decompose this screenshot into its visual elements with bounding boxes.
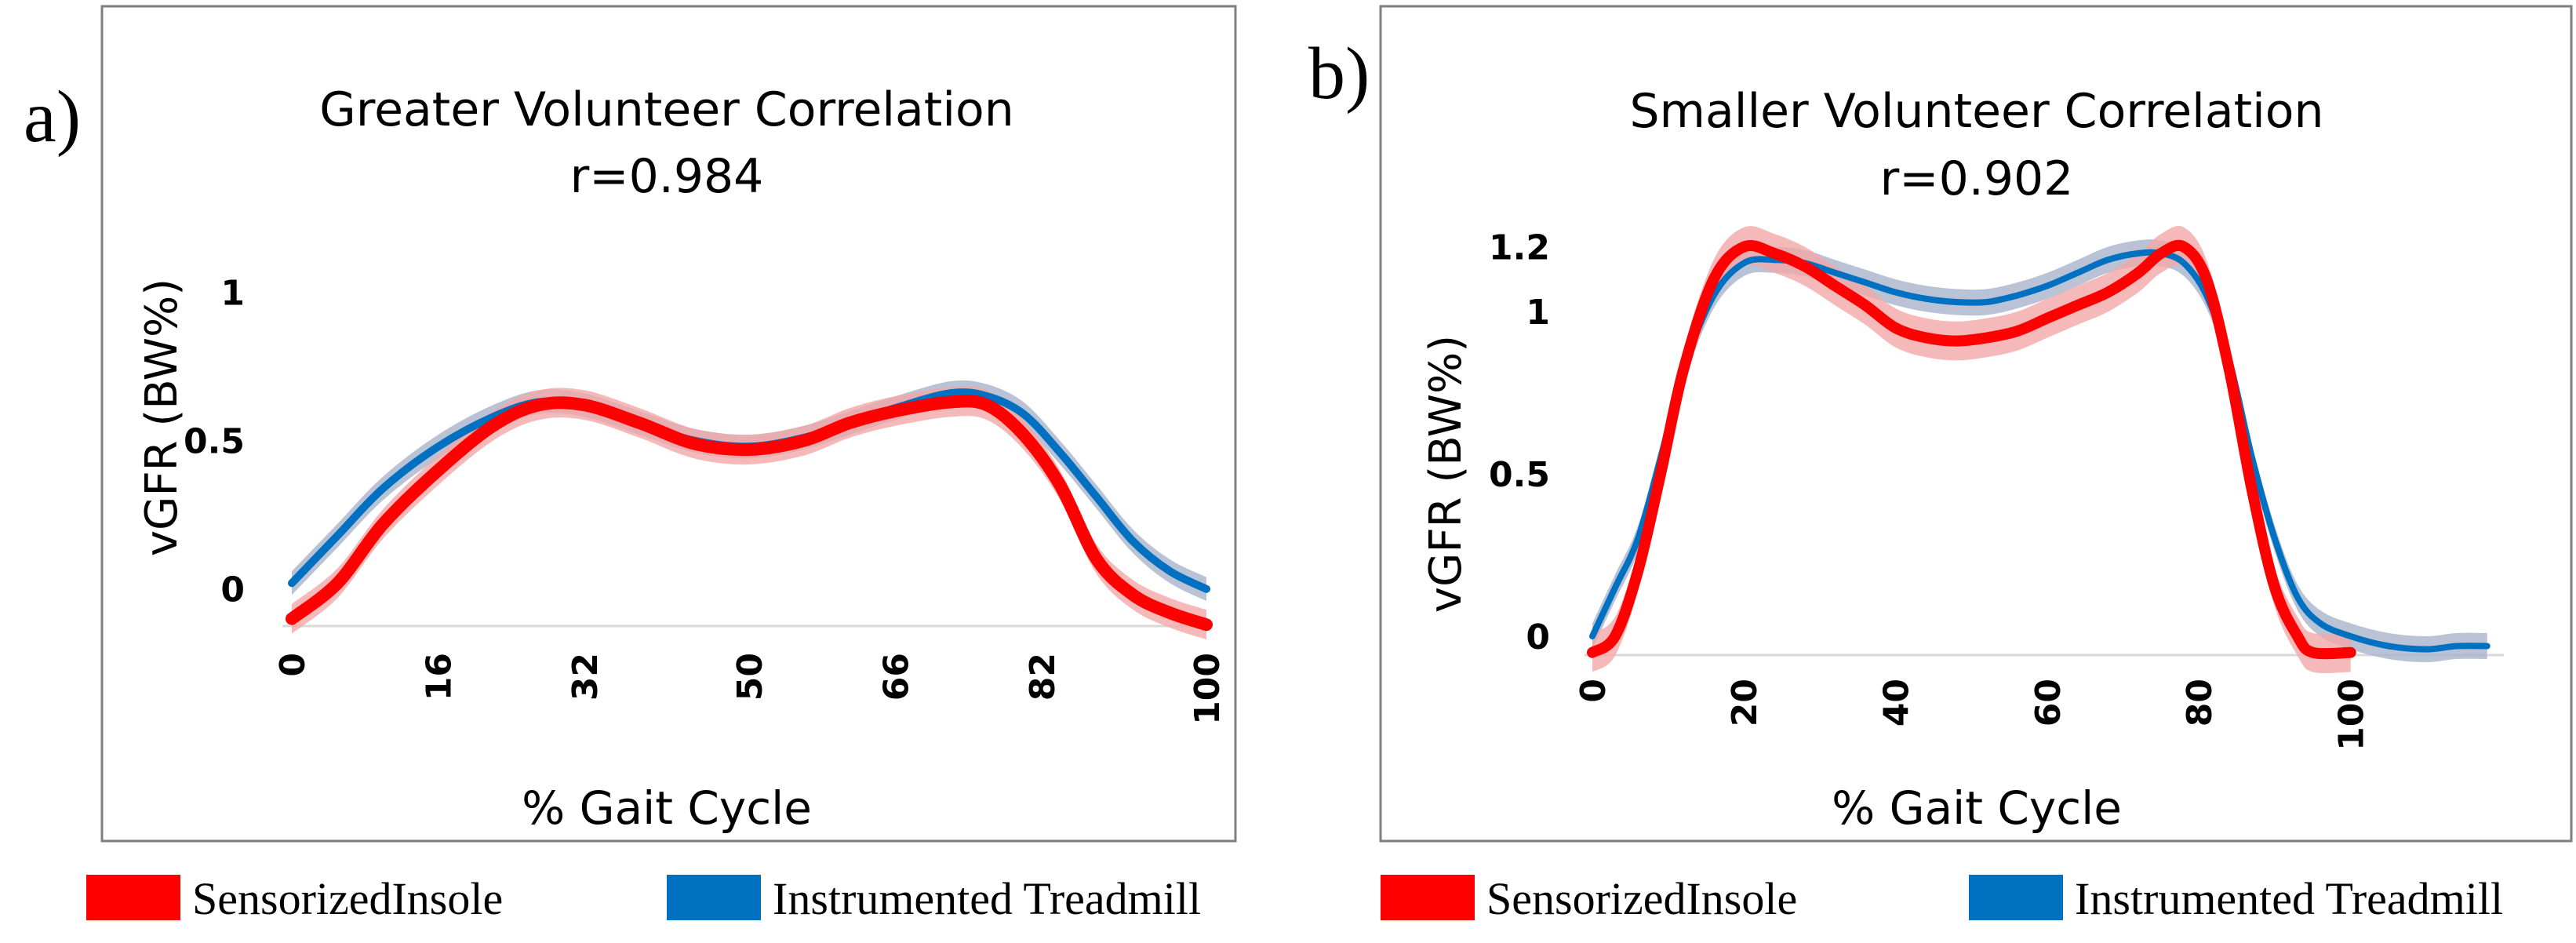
legend-label-sensorized-insole: SensorizedInsole bbox=[1486, 873, 1797, 924]
panel-b-correlation: r=0.902 bbox=[1880, 151, 2074, 206]
panel-b-legend: SensorizedInsole Instrumented Treadmill bbox=[1381, 873, 2503, 924]
x-tick-label: 60 bbox=[2028, 679, 2068, 726]
panel-b-frame bbox=[1379, 5, 2573, 843]
panel-a-plot: 0 16 32 50 66 82 100 0 0.5 1 bbox=[184, 273, 1228, 724]
x-tick-label: 40 bbox=[1877, 679, 1917, 726]
x-tick-label: 100 bbox=[1188, 653, 1228, 725]
y-tick-label: 0.5 bbox=[184, 422, 245, 462]
panel-a-correlation: r=0.984 bbox=[570, 149, 764, 204]
panel-b-ylabel: vGFR (BW%) bbox=[1421, 335, 1472, 613]
panel-a-ylabel: vGFR (BW%) bbox=[136, 279, 187, 556]
x-tick-label: 50 bbox=[730, 653, 770, 701]
panel-b-letter: b) bbox=[1308, 33, 1370, 115]
panel-a-letter: a) bbox=[24, 76, 81, 158]
legend-swatch-sensorized-insole bbox=[1381, 875, 1475, 920]
x-tick-label: 32 bbox=[566, 653, 606, 701]
series-line-sensorizedinsole bbox=[1587, 239, 2356, 660]
legend-swatch-instrumented-treadmill bbox=[1969, 875, 2063, 920]
panel-a-title: Greater Volunteer Correlation bbox=[319, 82, 1013, 137]
x-tick-label: 100 bbox=[2332, 679, 2372, 751]
x-tick-label: 0 bbox=[1574, 679, 1614, 703]
panel-a-legend: SensorizedInsole Instrumented Treadmill bbox=[86, 873, 1201, 924]
x-tick-label: 0 bbox=[273, 653, 313, 677]
legend-swatch-instrumented-treadmill bbox=[667, 875, 761, 920]
y-tick-label: 1 bbox=[1526, 293, 1550, 333]
y-tick-label: 0.5 bbox=[1489, 455, 1550, 495]
legend-label-instrumented-treadmill: Instrumented Treadmill bbox=[773, 873, 1201, 924]
x-tick-label: 20 bbox=[1725, 679, 1765, 726]
x-tick-label: 16 bbox=[419, 653, 459, 701]
x-tick-label: 82 bbox=[1023, 653, 1063, 701]
band-sensorizedinsole bbox=[292, 386, 1206, 640]
y-tick-label: 1 bbox=[220, 273, 245, 313]
y-tick-label: 1.2 bbox=[1489, 228, 1550, 268]
legend-swatch-sensorized-insole bbox=[86, 875, 180, 920]
x-tick-label: 80 bbox=[2180, 679, 2220, 726]
legend-label-sensorized-insole: SensorizedInsole bbox=[192, 873, 503, 924]
panel-a: a) Greater Volunteer Correlation r=0.984… bbox=[24, 5, 1237, 843]
y-tick-label: 0 bbox=[1526, 617, 1550, 657]
legend-label-instrumented-treadmill: Instrumented Treadmill bbox=[2075, 873, 2503, 924]
panel-b-xlabel: % Gait Cycle bbox=[1832, 781, 2122, 835]
y-tick-label: 0 bbox=[220, 570, 245, 610]
panel-b-plot: 0 20 40 60 80 100 0 0.5 1 1.2 bbox=[1489, 225, 2504, 751]
x-tick-label: 66 bbox=[876, 653, 916, 701]
panel-b: b) Smaller Volunteer Correlation r=0.902… bbox=[1308, 5, 2573, 843]
series-line-sensorizedinsole bbox=[286, 395, 1213, 632]
panel-a-xlabel: % Gait Cycle bbox=[522, 781, 812, 835]
panel-b-title: Smaller Volunteer Correlation bbox=[1629, 84, 2323, 139]
